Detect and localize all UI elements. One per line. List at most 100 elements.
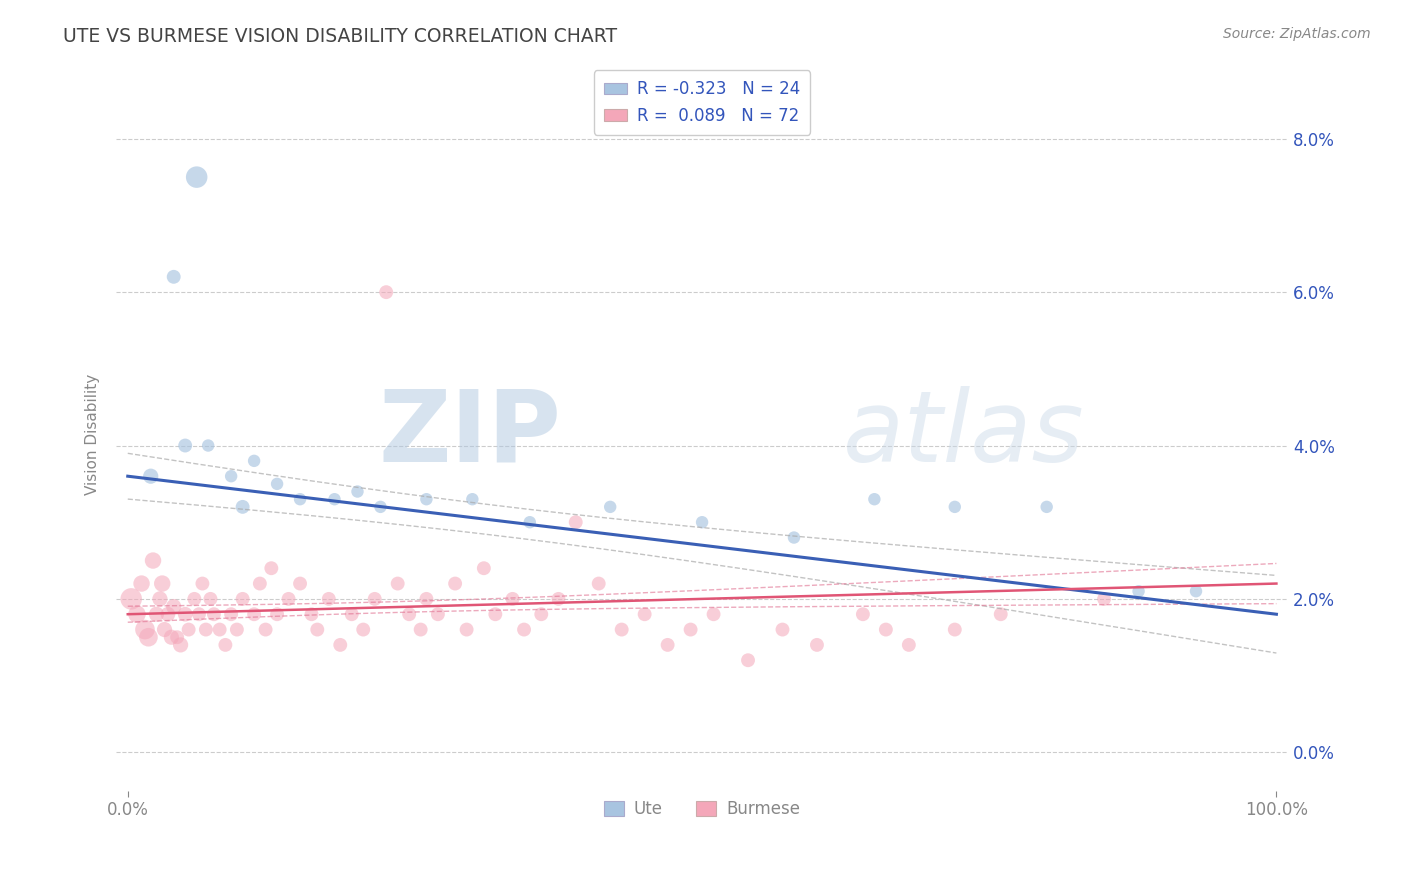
Point — [163, 599, 186, 614]
Point — [232, 500, 254, 514]
Point — [163, 269, 186, 284]
Point — [415, 591, 437, 606]
Point — [990, 607, 1012, 622]
Y-axis label: Vision Disability: Vision Disability — [86, 374, 100, 495]
Point — [1092, 591, 1115, 606]
Text: ZIP: ZIP — [378, 385, 561, 483]
Point — [243, 454, 266, 468]
Point — [219, 607, 242, 622]
Point — [277, 591, 299, 606]
Point — [214, 638, 236, 652]
Point — [415, 492, 437, 507]
Point — [254, 623, 277, 637]
Point — [806, 638, 828, 652]
Point — [138, 630, 160, 644]
Point — [513, 623, 536, 637]
Point — [288, 576, 311, 591]
Point — [183, 591, 205, 606]
Point — [461, 492, 484, 507]
Point — [243, 607, 266, 622]
Point — [657, 638, 679, 652]
Point — [288, 492, 311, 507]
Point — [897, 638, 920, 652]
Point — [307, 623, 329, 637]
Point — [564, 515, 586, 529]
Point — [145, 607, 167, 622]
Point — [329, 638, 352, 652]
Point — [547, 591, 569, 606]
Point — [160, 630, 183, 644]
Point — [943, 500, 966, 514]
Point — [177, 623, 200, 637]
Point — [530, 607, 553, 622]
Point — [139, 469, 162, 483]
Point — [266, 607, 288, 622]
Point — [131, 576, 153, 591]
Legend: Ute, Burmese: Ute, Burmese — [598, 794, 807, 825]
Point — [679, 623, 702, 637]
Point — [208, 623, 231, 637]
Point — [588, 576, 610, 591]
Point — [232, 591, 254, 606]
Point — [188, 607, 211, 622]
Point — [398, 607, 420, 622]
Point — [1128, 584, 1150, 599]
Point — [444, 576, 467, 591]
Point — [519, 515, 541, 529]
Point — [783, 531, 806, 545]
Point — [472, 561, 495, 575]
Point — [323, 492, 346, 507]
Point — [142, 553, 165, 567]
Point — [153, 623, 176, 637]
Point — [737, 653, 759, 667]
Point — [634, 607, 657, 622]
Point — [364, 591, 387, 606]
Point — [134, 623, 156, 637]
Text: Source: ZipAtlas.com: Source: ZipAtlas.com — [1223, 27, 1371, 41]
Point — [690, 515, 713, 529]
Point — [863, 492, 886, 507]
Point — [484, 607, 506, 622]
Point — [174, 438, 197, 452]
Text: atlas: atlas — [842, 385, 1084, 483]
Point — [249, 576, 271, 591]
Point — [260, 561, 283, 575]
Point — [194, 623, 217, 637]
Point — [370, 500, 392, 514]
Point — [943, 623, 966, 637]
Point — [318, 591, 340, 606]
Point — [225, 623, 247, 637]
Point — [387, 576, 409, 591]
Point — [266, 476, 288, 491]
Point — [340, 607, 363, 622]
Point — [200, 591, 222, 606]
Point — [1185, 584, 1208, 599]
Point — [166, 630, 188, 644]
Text: UTE VS BURMESE VISION DISABILITY CORRELATION CHART: UTE VS BURMESE VISION DISABILITY CORRELA… — [63, 27, 617, 45]
Point — [156, 607, 179, 622]
Point — [219, 469, 242, 483]
Point — [456, 623, 478, 637]
Point — [703, 607, 725, 622]
Point — [375, 285, 398, 300]
Point — [1035, 500, 1057, 514]
Point — [610, 623, 633, 637]
Point — [149, 591, 172, 606]
Point — [409, 623, 432, 637]
Point — [125, 607, 148, 622]
Point — [772, 623, 794, 637]
Point — [352, 623, 374, 637]
Point — [346, 484, 368, 499]
Point — [197, 438, 219, 452]
Point — [186, 170, 208, 185]
Point — [599, 500, 621, 514]
Point — [301, 607, 323, 622]
Point — [120, 591, 142, 606]
Point — [502, 591, 524, 606]
Point — [191, 576, 214, 591]
Point — [852, 607, 875, 622]
Point — [875, 623, 897, 637]
Point — [174, 607, 197, 622]
Point — [202, 607, 225, 622]
Point — [426, 607, 449, 622]
